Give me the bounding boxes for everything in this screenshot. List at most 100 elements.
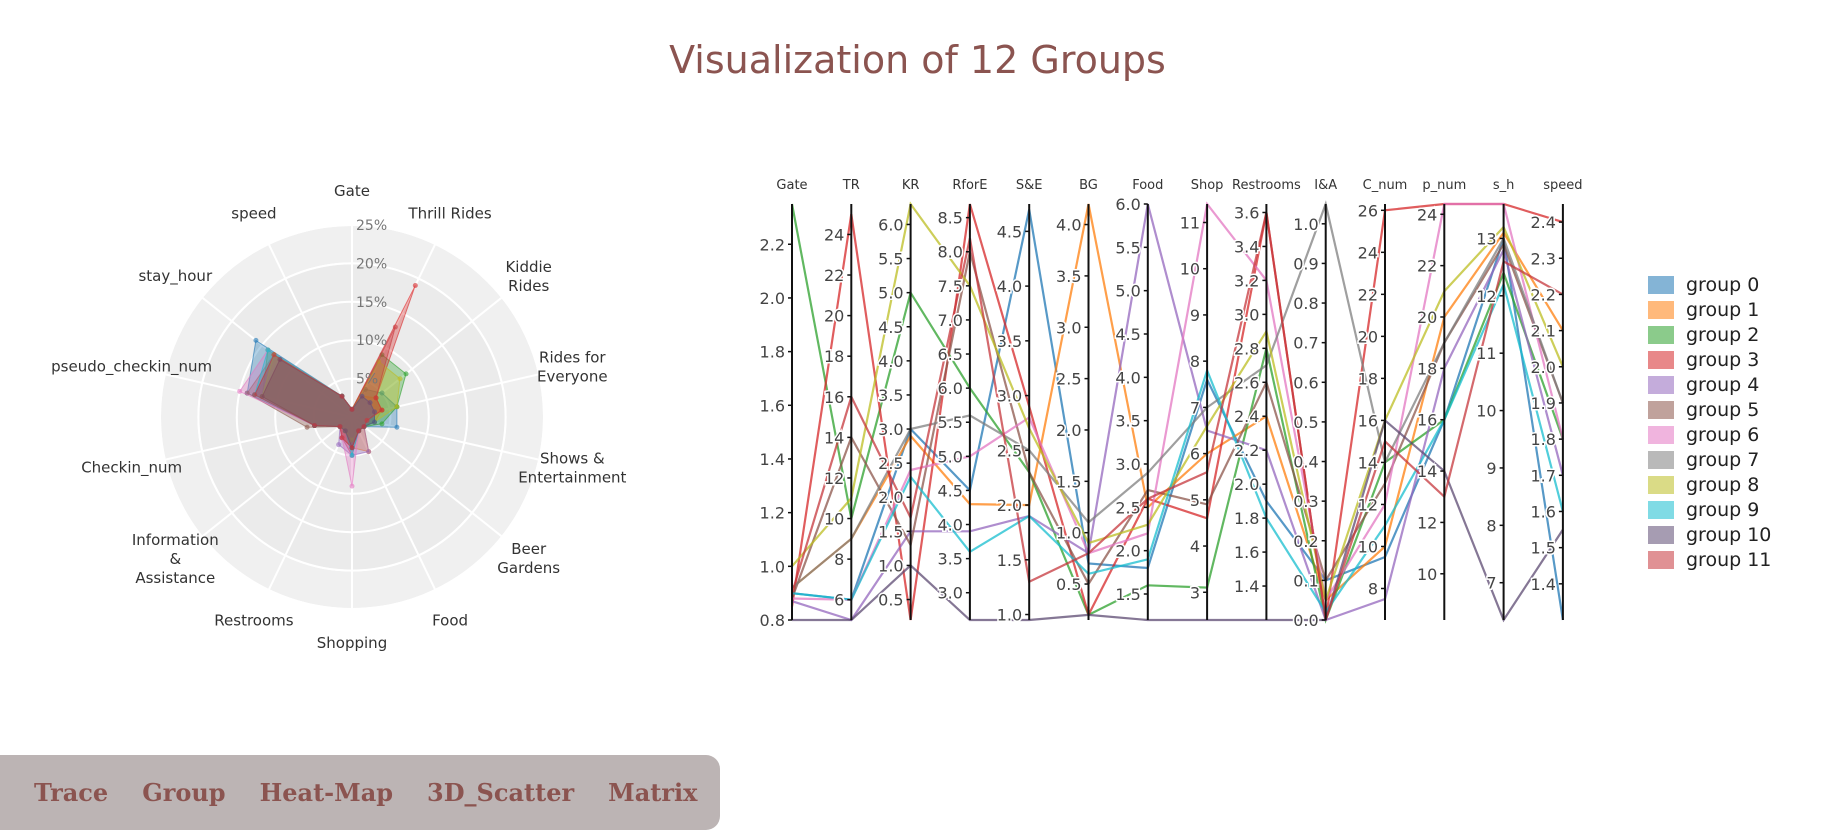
radar-spoke xyxy=(164,373,353,418)
pc-tick-label: 10 xyxy=(824,510,844,529)
pc-axis-label: Restrooms xyxy=(1232,178,1301,193)
radar-point xyxy=(304,424,310,430)
legend-label: group 9 xyxy=(1686,498,1760,521)
pc-tick-label: 3.0 xyxy=(1115,455,1140,474)
radar-point xyxy=(394,424,400,430)
pc-tick-label: 2.4 xyxy=(1234,407,1259,426)
legend-item[interactable]: group 7 xyxy=(1648,447,1771,472)
pc-tick-label: 1.5 xyxy=(997,551,1022,570)
pc-tick-label: 1.5 xyxy=(1530,539,1555,558)
legend-item[interactable]: group 3 xyxy=(1648,347,1771,372)
pc-tick-label: 20 xyxy=(1358,327,1378,346)
radar-tick-label: 20% xyxy=(356,256,387,272)
legend-item[interactable]: group 5 xyxy=(1648,397,1771,422)
pc-tick-label: 3.5 xyxy=(1115,412,1140,431)
pc-tick-label: 1.0 xyxy=(1293,215,1318,234)
legend-label: group 6 xyxy=(1686,423,1760,446)
nav-group[interactable]: Group xyxy=(142,778,226,807)
pc-tick-label: 13 xyxy=(1476,229,1496,248)
pc-tick-label: 5.5 xyxy=(1115,238,1140,257)
pc-tick-label: 5.5 xyxy=(937,413,962,432)
pc-tick-label: 3.0 xyxy=(1056,318,1081,337)
legend-item[interactable]: group 6 xyxy=(1648,422,1771,447)
legend-label: group 11 xyxy=(1686,548,1772,571)
pc-tick-label: 1.4 xyxy=(1234,577,1259,596)
legend-swatch xyxy=(1648,425,1674,444)
pc-tick-label: 7 xyxy=(1486,574,1496,593)
pc-tick-label: 16 xyxy=(1358,411,1378,430)
pc-tick-label: 2.0 xyxy=(760,289,785,308)
pc-tick-label: 4.5 xyxy=(878,318,903,337)
radar-point xyxy=(349,452,355,458)
radar-point xyxy=(253,337,259,343)
radar-point xyxy=(403,371,409,377)
pc-axis-label: TR xyxy=(842,178,860,193)
legend-swatch xyxy=(1648,500,1674,519)
pc-tick-label: 0.5 xyxy=(1056,575,1081,594)
radar-point xyxy=(265,347,271,353)
pc-tick-label: 2.5 xyxy=(1115,498,1140,517)
pc-tick-label: 0.6 xyxy=(1293,373,1318,392)
pc-tick-label: 8.0 xyxy=(937,243,962,262)
pc-tick-label: 22 xyxy=(824,266,844,285)
pc-tick-label: 18 xyxy=(824,347,844,366)
pc-tick-label: 3.0 xyxy=(878,420,903,439)
radar-point xyxy=(379,421,385,427)
radar-spoke xyxy=(351,416,437,591)
pc-tick-label: 4.0 xyxy=(997,277,1022,296)
pc-tick-label: 10 xyxy=(1358,537,1378,556)
parallel-coordinates-chart: Gate 0.8 1.0 1.2 1.4 1.6 1.8 2.0 2.2 TR 6 8 10 12 14 16… xyxy=(758,178,1582,632)
radar-point xyxy=(336,442,342,448)
pc-tick-label: 0.1 xyxy=(1293,571,1318,590)
nav-trace[interactable]: Trace xyxy=(34,778,109,807)
pc-axis-label: s_h xyxy=(1493,178,1515,193)
legend-label: group 4 xyxy=(1686,373,1760,396)
legend-item[interactable]: group 4 xyxy=(1648,372,1771,397)
radar-spoke xyxy=(267,243,353,418)
legend[interactable]: group 0 group 1 group 2 group 3 group 4 group… xyxy=(1648,272,1771,572)
pc-axis-label: KR xyxy=(902,178,920,193)
legend-item[interactable]: group 9 xyxy=(1648,497,1771,522)
radar-point xyxy=(373,395,379,401)
legend-swatch xyxy=(1648,300,1674,319)
pc-tick-label: 8.5 xyxy=(937,209,962,228)
pc-tick-label: 2.5 xyxy=(1056,370,1081,389)
pc-tick-label: 7.5 xyxy=(937,277,962,296)
legend-item[interactable]: group 0 xyxy=(1648,272,1771,297)
radar-point xyxy=(367,400,373,406)
nav-matrix[interactable]: Matrix xyxy=(608,778,698,807)
pc-tick-label: 1.4 xyxy=(1530,575,1555,594)
nav-3d-scatter[interactable]: 3D_Scatter xyxy=(427,778,575,807)
legend-item[interactable]: group 8 xyxy=(1648,472,1771,497)
pc-tick-label: 20 xyxy=(1417,308,1437,327)
legend-item[interactable]: group 1 xyxy=(1648,297,1771,322)
radar-axis-label: Gate xyxy=(334,182,370,200)
pc-tick-label: 1.9 xyxy=(1530,394,1555,413)
radar-point xyxy=(349,445,355,451)
pc-tick-label: 1.4 xyxy=(760,450,785,469)
pc-tick-label: 2.2 xyxy=(1530,285,1555,304)
radar-point xyxy=(371,409,377,415)
radar-point xyxy=(339,435,345,441)
legend-item[interactable]: group 11 xyxy=(1648,547,1771,572)
pc-axis-label: Gate xyxy=(776,178,807,193)
pc-tick-label: 12 xyxy=(824,469,844,488)
nav-bar: Trace Group Heat-Map 3D_Scatter Matrix xyxy=(0,755,720,830)
chart-title: Visualization of 12 Groups xyxy=(669,38,1166,82)
radar-tick-label: 5% xyxy=(356,372,378,388)
radar-chart: 5% 10% 15% 20% 25% Gate Thrill Rides Kiddie Ride… xyxy=(51,182,626,652)
pc-tick-label: 10 xyxy=(1417,565,1437,584)
pc-tick-label: 0.8 xyxy=(1293,294,1318,313)
legend-item[interactable]: group 2 xyxy=(1648,322,1771,347)
pc-tick-label: 2.0 xyxy=(1056,421,1081,440)
radar-point xyxy=(371,419,377,425)
pc-tick-label: 8 xyxy=(1486,516,1496,535)
legend-swatch xyxy=(1648,325,1674,344)
pc-tick-label: 4.0 xyxy=(878,352,903,371)
nav-heat-map[interactable]: Heat-Map xyxy=(259,778,394,807)
legend-swatch xyxy=(1648,475,1674,494)
pc-tick-label: 26 xyxy=(1358,201,1378,220)
pc-line-9 xyxy=(791,280,1564,615)
legend-item[interactable]: group 10 xyxy=(1648,522,1771,547)
pc-tick-label: 3.6 xyxy=(1234,203,1259,222)
